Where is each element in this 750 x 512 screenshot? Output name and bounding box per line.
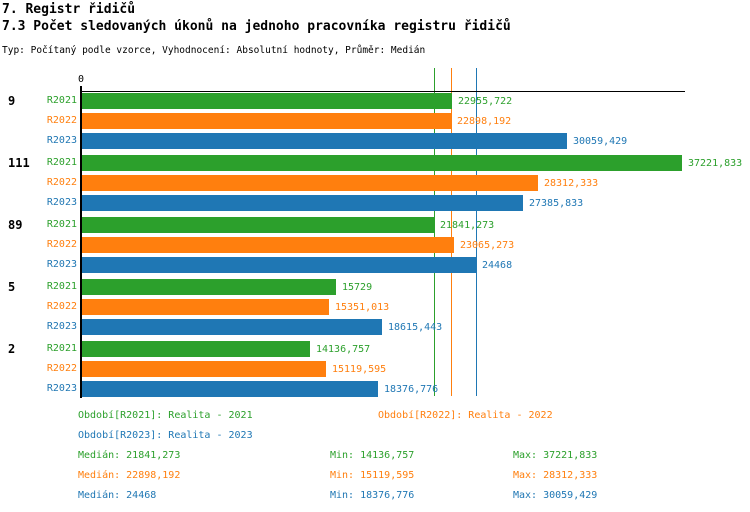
bar-r2021-group-111	[82, 155, 682, 171]
bar-value-label: 24468	[482, 260, 513, 271]
legend-period-r2021: Období[R2021]: Realita - 2021	[78, 410, 253, 421]
bar-r2021-group-9	[82, 93, 452, 109]
legend-min-r2021: Min: 14136,757	[330, 450, 415, 461]
group-label: 111	[8, 156, 30, 170]
legend-max-r2023: Max: 30059,429	[513, 490, 598, 501]
legend-min-r2022: Min: 15119,595	[330, 470, 415, 481]
bar-value-label: 22898,192	[457, 116, 512, 127]
bar-value-label: 30059,429	[573, 136, 628, 147]
bar-r2023-group-5	[82, 319, 382, 335]
series-row-label-r2021: R2021	[46, 281, 77, 292]
series-row-label-r2021: R2021	[46, 157, 77, 168]
group-label: 2	[8, 342, 16, 356]
bar-r2023-group-111	[82, 195, 523, 211]
legend-median-r2023: Medián: 24468	[78, 490, 157, 501]
median-line-r2022	[451, 68, 452, 396]
chart-meta-line: Typ: Počítaný podle vzorce, Vyhodnocení:…	[2, 45, 426, 56]
median-line-r2023	[476, 68, 477, 396]
median-line-r2021	[434, 68, 435, 396]
bar-value-label: 15729	[342, 282, 373, 293]
bar-value-label: 18376,776	[384, 384, 439, 395]
chart-title: 7.3 Počet sledovaných úkonů na jednoho p…	[2, 19, 511, 34]
bar-r2022-group-111	[82, 175, 538, 191]
y-axis-line	[80, 86, 82, 398]
series-row-label-r2021: R2021	[46, 219, 77, 230]
bar-r2022-group-2	[82, 361, 326, 377]
series-row-label-r2022: R2022	[46, 363, 77, 374]
bar-value-label: 37221,833	[688, 158, 743, 169]
series-row-label-r2021: R2021	[46, 95, 77, 106]
bar-value-label: 18615,443	[388, 322, 443, 333]
bar-r2023-group-2	[82, 381, 378, 397]
axis-origin-label: 0	[77, 74, 85, 85]
x-axis-line	[80, 91, 685, 92]
bar-value-label: 28312,333	[544, 178, 599, 189]
group-label: 89	[8, 218, 23, 232]
legend-max-r2021: Max: 37221,833	[513, 450, 598, 461]
legend-max-r2022: Max: 28312,333	[513, 470, 598, 481]
series-row-label-r2022: R2022	[46, 177, 77, 188]
legend-period-r2022: Období[R2022]: Realita - 2022	[378, 410, 553, 421]
bar-value-label: 23065,273	[460, 240, 515, 251]
bar-value-label: 15119,595	[332, 364, 387, 375]
bar-r2023-group-9	[82, 133, 567, 149]
legend-median-r2021: Medián: 21841,273	[78, 450, 181, 461]
report-section-title: 7. Registr řidičů	[2, 2, 136, 17]
series-row-label-r2022: R2022	[46, 115, 77, 126]
series-row-label-r2023: R2023	[46, 383, 77, 394]
series-row-label-r2023: R2023	[46, 321, 77, 332]
bar-r2021-group-5	[82, 279, 336, 295]
bar-r2022-group-9	[82, 113, 451, 129]
series-row-label-r2023: R2023	[46, 135, 77, 146]
bar-value-label: 27385,833	[529, 198, 584, 209]
bar-r2022-group-5	[82, 299, 329, 315]
legend-median-r2022: Medián: 22898,192	[78, 470, 181, 481]
bar-value-label: 15351,013	[335, 302, 390, 313]
bar-value-label: 14136,757	[316, 344, 371, 355]
bar-value-label: 22955,722	[458, 96, 513, 107]
series-row-label-r2023: R2023	[46, 197, 77, 208]
bar-value-label: 21841,273	[440, 220, 495, 231]
bar-r2021-group-89	[82, 217, 434, 233]
series-row-label-r2022: R2022	[46, 301, 77, 312]
series-row-label-r2021: R2021	[46, 343, 77, 354]
bar-r2023-group-89	[82, 257, 476, 273]
group-label: 5	[8, 280, 16, 294]
series-row-label-r2022: R2022	[46, 239, 77, 250]
legend-min-r2023: Min: 18376,776	[330, 490, 415, 501]
bar-r2022-group-89	[82, 237, 454, 253]
series-row-label-r2023: R2023	[46, 259, 77, 270]
legend-period-r2023: Období[R2023]: Realita - 2023	[78, 430, 253, 441]
bar-r2021-group-2	[82, 341, 310, 357]
group-label: 9	[8, 94, 16, 108]
